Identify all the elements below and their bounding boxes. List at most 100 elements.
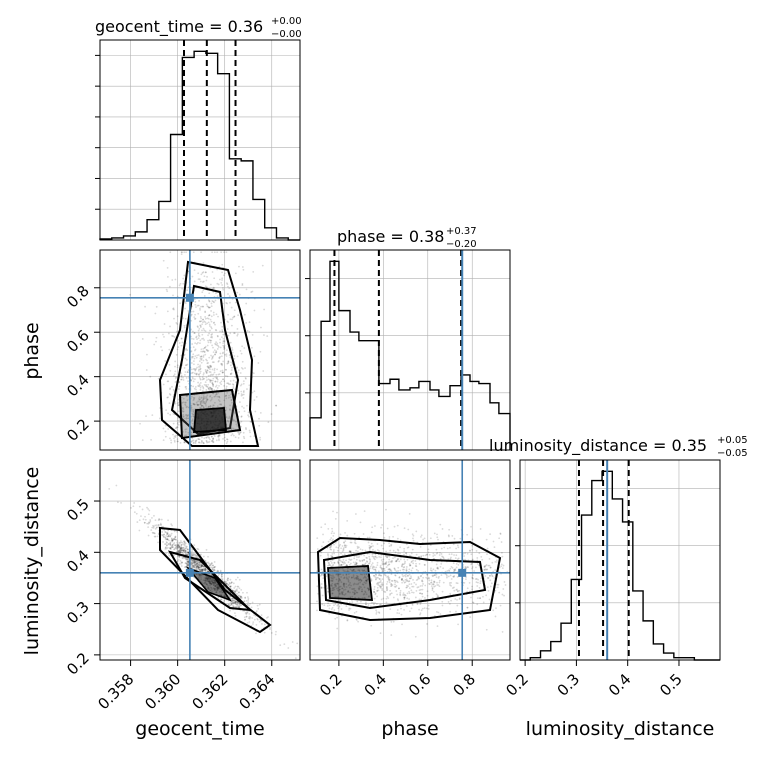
sample-point <box>229 404 231 407</box>
sample-point <box>176 544 179 547</box>
sample-point <box>343 561 346 564</box>
sample-point <box>333 562 336 564</box>
sample-point <box>183 441 186 444</box>
sample-point <box>208 325 211 327</box>
sample-point <box>384 591 387 593</box>
sample-point <box>231 318 233 321</box>
sample-point <box>404 581 407 583</box>
sample-point <box>247 414 249 417</box>
sample-point <box>253 390 256 393</box>
sample-point <box>164 430 167 433</box>
sample-point <box>206 369 209 372</box>
sample-point <box>187 564 190 567</box>
sample-point <box>204 310 206 313</box>
sample-point <box>408 590 410 593</box>
sample-point <box>212 385 215 388</box>
sample-point <box>184 549 187 552</box>
sample-point <box>186 289 189 292</box>
sample-point <box>412 539 415 542</box>
sample-point <box>352 576 355 578</box>
sample-point <box>215 329 218 332</box>
sample-point <box>435 552 438 555</box>
sample-point <box>373 585 376 588</box>
sample-point <box>181 416 184 419</box>
sample-point <box>419 592 422 595</box>
sample-point <box>464 565 467 568</box>
sample-point <box>204 567 207 570</box>
sample-point <box>198 562 201 565</box>
sample-point <box>350 558 353 561</box>
sample-point <box>212 322 215 324</box>
sample-point <box>386 556 388 559</box>
sample-point <box>171 546 173 549</box>
sample-point <box>208 356 211 359</box>
sample-point <box>331 577 333 580</box>
sample-point <box>275 630 277 633</box>
sample-point <box>372 601 375 604</box>
sample-point <box>363 586 366 589</box>
sample-point <box>229 601 232 603</box>
sample-point <box>197 332 200 335</box>
sample-point <box>486 586 489 589</box>
sample-point <box>182 549 184 552</box>
sample-point <box>426 574 429 576</box>
sample-point <box>177 417 179 419</box>
sample-point <box>193 564 196 567</box>
sample-point <box>416 602 419 605</box>
sample-point <box>224 439 226 442</box>
sample-point <box>216 282 219 285</box>
sample-point <box>174 547 176 550</box>
sample-point <box>390 585 392 588</box>
sample-point <box>263 334 265 336</box>
sample-point <box>401 563 404 566</box>
sample-point <box>199 403 202 405</box>
sample-point <box>220 251 223 254</box>
sample-point <box>219 381 222 384</box>
sample-point <box>205 400 208 403</box>
sample-point <box>351 569 353 572</box>
sample-point <box>405 573 407 576</box>
sample-point <box>346 619 349 622</box>
sample-point <box>364 590 366 593</box>
sample-point <box>393 568 396 570</box>
sample-point <box>197 397 200 400</box>
sample-point <box>492 540 495 543</box>
sample-point <box>226 362 229 365</box>
sample-point <box>399 546 401 549</box>
sample-point <box>220 362 223 365</box>
sample-point <box>226 438 229 441</box>
sample-point <box>197 278 200 281</box>
sample-point <box>244 597 247 599</box>
sample-point <box>222 274 225 277</box>
sample-point <box>164 531 167 534</box>
sample-point <box>476 563 479 565</box>
sample-point <box>357 556 360 559</box>
sample-point <box>167 538 169 541</box>
sample-point <box>192 552 195 555</box>
sample-point <box>158 518 160 520</box>
sample-point <box>455 547 458 550</box>
sample-point <box>345 577 348 580</box>
sample-point <box>211 568 214 571</box>
sample-point <box>382 558 385 561</box>
sample-point <box>235 589 238 592</box>
sample-point <box>467 566 469 569</box>
sample-point <box>455 589 458 591</box>
sample-point <box>213 568 216 571</box>
sample-point <box>200 358 203 361</box>
sample-point <box>455 582 458 584</box>
sample-point <box>365 579 368 582</box>
sample-point <box>202 568 205 571</box>
sample-point <box>389 549 392 552</box>
sample-point <box>425 607 428 610</box>
sample-point <box>234 301 237 304</box>
sample-point <box>438 581 441 584</box>
sample-point <box>419 588 422 591</box>
sample-point <box>210 379 213 382</box>
sample-point <box>409 564 411 567</box>
sample-point <box>186 371 189 374</box>
sample-point <box>210 562 213 565</box>
sample-point <box>343 594 346 596</box>
sample-point <box>412 578 414 581</box>
sample-point <box>178 556 181 558</box>
